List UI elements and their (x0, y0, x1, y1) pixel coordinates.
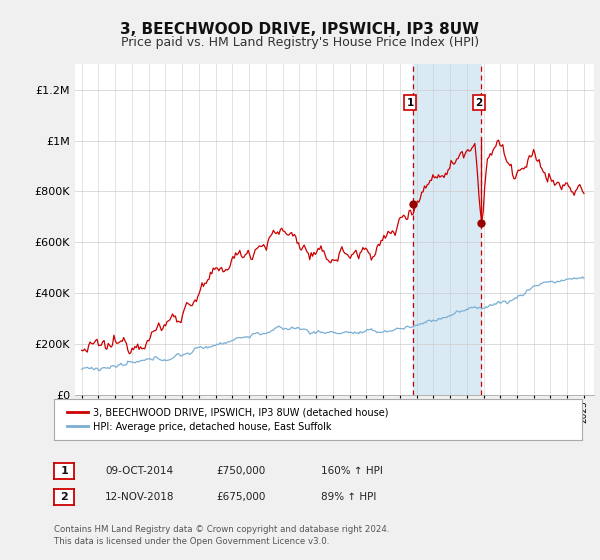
Text: £675,000: £675,000 (216, 492, 265, 502)
Text: 2: 2 (61, 492, 68, 502)
Bar (413, 64, 481, 395)
Text: 89% ↑ HPI: 89% ↑ HPI (321, 492, 376, 502)
Legend: 3, BEECHWOOD DRIVE, IPSWICH, IP3 8UW (detached house), HPI: Average price, detac: 3, BEECHWOOD DRIVE, IPSWICH, IP3 8UW (de… (64, 404, 392, 435)
Text: 3, BEECHWOOD DRIVE, IPSWICH, IP3 8UW: 3, BEECHWOOD DRIVE, IPSWICH, IP3 8UW (121, 22, 479, 38)
Text: 160% ↑ HPI: 160% ↑ HPI (321, 466, 383, 476)
Text: 1: 1 (61, 466, 68, 476)
Text: 09-OCT-2014: 09-OCT-2014 (105, 466, 173, 476)
Text: Contains HM Land Registry data © Crown copyright and database right 2024.
This d: Contains HM Land Registry data © Crown c… (54, 525, 389, 546)
Text: Price paid vs. HM Land Registry's House Price Index (HPI): Price paid vs. HM Land Registry's House … (121, 36, 479, 49)
Text: 2: 2 (475, 97, 482, 108)
Text: £750,000: £750,000 (216, 466, 265, 476)
Text: 12-NOV-2018: 12-NOV-2018 (105, 492, 175, 502)
Text: 1: 1 (407, 97, 414, 108)
